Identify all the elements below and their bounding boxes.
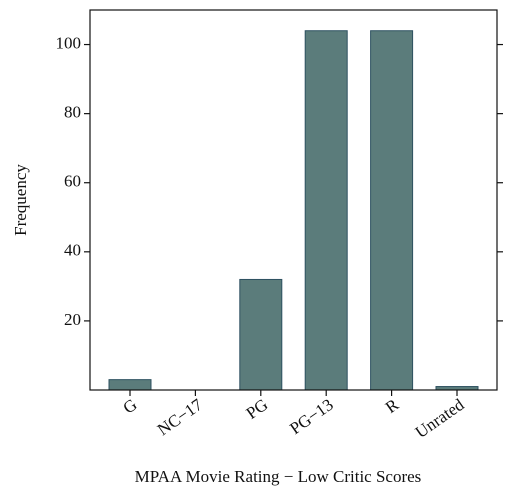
bar xyxy=(304,30,348,391)
y-tick-label: 40 xyxy=(64,241,81,260)
x-tick-label: PG xyxy=(243,395,272,423)
y-tick-label: 20 xyxy=(64,310,81,329)
x-tick-label: Unrated xyxy=(412,395,468,442)
y-tick-label: 80 xyxy=(64,103,81,122)
x-tick-label: R xyxy=(382,395,403,417)
y-tick-label: 100 xyxy=(56,33,82,52)
x-tick-label: NC−17 xyxy=(154,395,206,440)
bar xyxy=(370,30,414,391)
bar xyxy=(239,278,283,391)
bar xyxy=(108,379,152,391)
x-axis-title: MPAA Movie Rating − Low Critic Scores xyxy=(135,467,422,486)
y-axis-title: Frequency xyxy=(11,164,30,236)
x-tick-label: G xyxy=(120,395,141,418)
x-tick-label: PG−13 xyxy=(286,395,336,438)
plot-frame xyxy=(89,9,498,391)
y-tick-label: 60 xyxy=(64,172,81,191)
